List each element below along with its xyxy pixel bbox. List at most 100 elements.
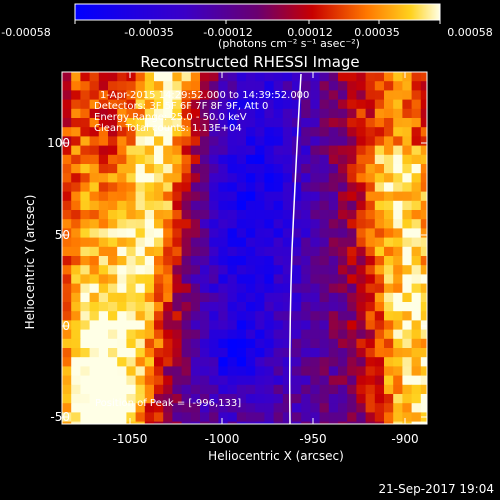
image-pixel <box>402 127 413 137</box>
image-pixel <box>71 366 81 377</box>
image-pixel <box>62 384 72 395</box>
image-pixel <box>144 366 155 377</box>
image-pixel <box>172 90 183 101</box>
image-pixel <box>338 200 348 211</box>
image-pixel <box>347 421 357 424</box>
image-pixel <box>80 329 91 340</box>
image-pixel <box>209 357 219 367</box>
image-pixel <box>393 329 403 340</box>
image-pixel <box>420 302 427 312</box>
image-pixel <box>393 274 403 285</box>
image-pixel <box>98 357 109 367</box>
image-pixel <box>172 200 183 211</box>
image-pixel <box>218 173 229 183</box>
image-pixel <box>135 348 146 358</box>
image-pixel <box>374 200 385 211</box>
image-pixel <box>347 283 357 294</box>
image-pixel <box>301 302 311 312</box>
image-pixel <box>301 200 311 211</box>
image-pixel <box>338 145 348 156</box>
image-pixel <box>328 182 339 193</box>
image-pixel <box>310 302 321 312</box>
image-pixel <box>365 154 376 165</box>
image-pixel <box>209 329 219 340</box>
image-pixel <box>144 375 155 386</box>
image-pixel <box>292 81 302 91</box>
image-pixel <box>200 357 210 367</box>
image-pixel <box>89 219 100 229</box>
image-pixel <box>292 164 302 174</box>
image-pixel <box>420 219 427 229</box>
image-pixel <box>218 274 229 285</box>
image-pixel <box>282 366 293 377</box>
image-pixel <box>190 265 201 275</box>
image-pixel <box>62 127 72 137</box>
image-pixel <box>365 256 376 266</box>
image-pixel <box>71 274 81 285</box>
image-pixel <box>144 357 155 367</box>
image-pixel <box>190 256 201 266</box>
image-pixel <box>89 173 100 183</box>
image-pixel <box>209 246 219 257</box>
image-pixel <box>273 90 284 101</box>
image-pixel <box>310 329 321 340</box>
image-pixel <box>236 108 247 119</box>
image-pixel <box>356 366 367 377</box>
image-pixel <box>246 200 256 211</box>
image-pixel <box>411 118 422 128</box>
image-pixel <box>117 394 127 404</box>
image-pixel <box>163 311 173 321</box>
image-pixel <box>328 348 339 358</box>
image-pixel <box>328 219 339 229</box>
image-pixel <box>80 90 91 101</box>
image-pixel <box>209 292 219 303</box>
image-pixel <box>154 246 164 257</box>
image-pixel <box>144 219 155 229</box>
image-pixel <box>374 348 385 358</box>
image-pixel <box>319 81 330 91</box>
image-pixel <box>292 210 302 220</box>
image-pixel <box>356 164 367 174</box>
image-pixel <box>62 81 72 91</box>
image-pixel <box>301 108 311 119</box>
image-pixel <box>420 145 427 156</box>
image-pixel <box>292 219 302 229</box>
image-pixel <box>181 348 192 358</box>
image-pixel <box>71 145 81 156</box>
image-pixel <box>80 265 91 275</box>
image-pixel <box>301 384 311 395</box>
image-pixel <box>80 274 91 285</box>
image-pixel <box>365 394 376 404</box>
image-pixel <box>273 366 284 377</box>
image-pixel <box>200 154 210 165</box>
image-pixel <box>347 90 357 101</box>
image-pixel <box>62 274 72 285</box>
image-pixel <box>365 90 376 101</box>
image-pixel <box>62 302 72 312</box>
image-pixel <box>282 412 293 423</box>
image-pixel <box>181 302 192 312</box>
image-pixel <box>227 412 238 423</box>
image-pixel <box>98 412 109 423</box>
image-pixel <box>384 421 394 424</box>
image-pixel <box>264 219 275 229</box>
image-pixel <box>420 283 427 294</box>
image-pixel <box>273 154 284 165</box>
image-pixel <box>282 302 293 312</box>
image-pixel <box>338 412 348 423</box>
image-pixel <box>89 292 100 303</box>
image-pixel <box>420 384 427 395</box>
image-pixel <box>374 366 385 377</box>
image-pixel <box>292 338 302 349</box>
image-pixel <box>255 338 265 349</box>
image-pixel <box>135 136 146 147</box>
axis-ticks <box>62 72 427 424</box>
image-pixel <box>181 173 192 183</box>
image-pixel <box>246 394 256 404</box>
image-pixel <box>246 154 256 165</box>
image-pixel <box>227 173 238 183</box>
image-pixel <box>319 320 330 331</box>
image-pixel <box>181 292 192 303</box>
image-pixel <box>393 191 403 202</box>
image-pixel <box>365 311 376 321</box>
